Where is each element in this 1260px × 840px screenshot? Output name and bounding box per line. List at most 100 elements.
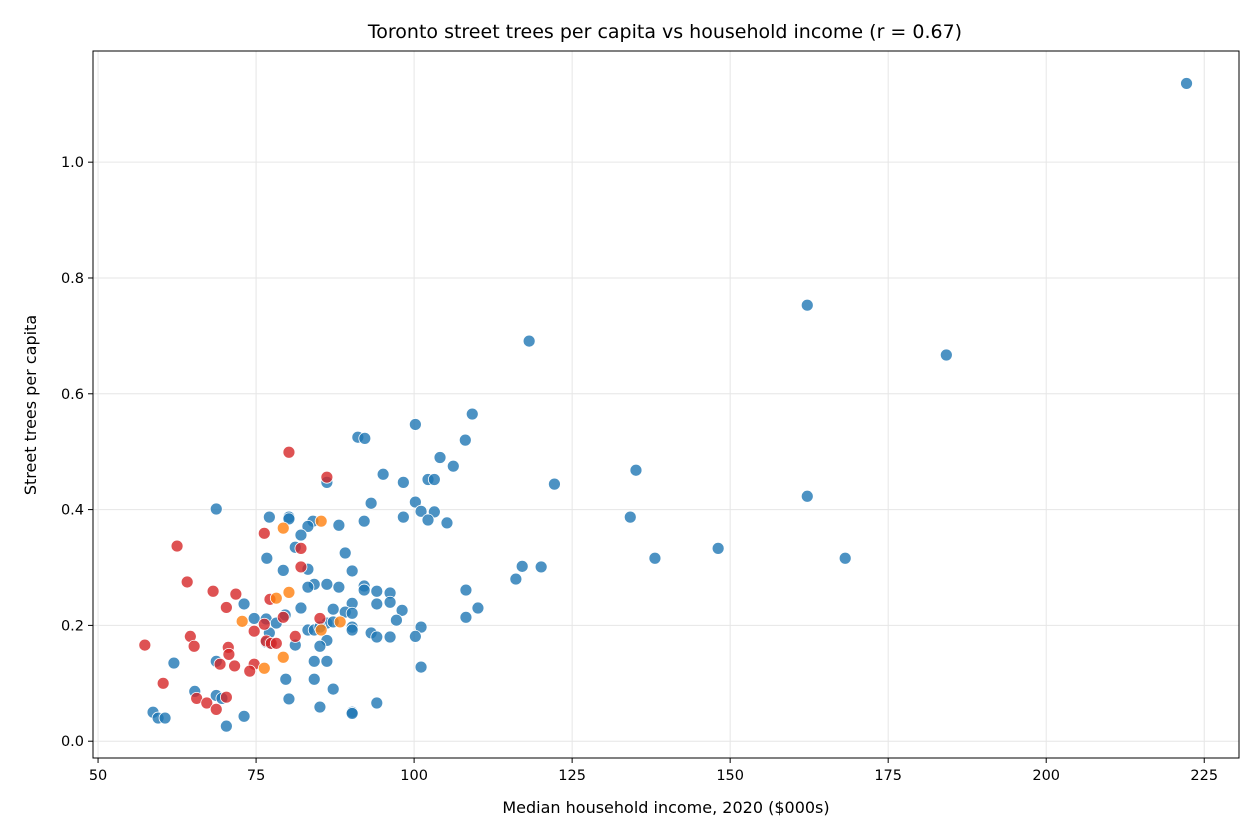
data-point	[237, 709, 251, 723]
data-point	[414, 620, 428, 634]
data-point	[219, 690, 233, 704]
data-point	[939, 348, 953, 362]
x-tick-label: 125	[558, 768, 586, 784]
x-axis-label: Median household income, 2020 ($000s)	[502, 798, 829, 817]
x-axis: 50 75 100 125 150 175 200 225	[89, 758, 1218, 784]
data-point	[219, 601, 233, 614]
data-point	[383, 630, 397, 644]
y-axis: 0.0 0.2 0.4 0.6 0.8 1.0	[61, 155, 93, 750]
data-point	[648, 551, 662, 565]
data-point	[433, 451, 447, 464]
x-tick-label: 75	[247, 768, 265, 784]
y-tick-label: 0.6	[61, 387, 84, 403]
data-point	[370, 696, 384, 710]
data-point	[408, 418, 422, 431]
data-point	[396, 475, 410, 489]
data-point	[294, 541, 308, 555]
data-point	[294, 601, 308, 615]
x-tick-label: 100	[400, 768, 428, 784]
data-point	[138, 638, 152, 652]
data-point	[320, 654, 334, 668]
data-point	[269, 636, 283, 650]
data-point	[228, 659, 241, 673]
y-tick-label: 0.8	[61, 271, 84, 287]
data-point	[314, 623, 328, 637]
data-point	[711, 541, 725, 555]
data-point	[800, 489, 814, 503]
data-point	[237, 597, 251, 611]
data-point	[313, 700, 327, 714]
data-point	[427, 473, 441, 486]
data-point	[301, 519, 315, 533]
data-point	[509, 572, 523, 586]
data-point	[1180, 77, 1193, 90]
data-point	[235, 614, 249, 628]
y-tick-label: 0.0	[61, 734, 84, 750]
data-point	[187, 639, 201, 653]
data-point	[262, 510, 276, 524]
plot-frame	[92, 50, 1240, 759]
data-point	[294, 528, 308, 542]
data-point	[294, 560, 308, 574]
data-point	[515, 559, 529, 573]
data-point	[459, 583, 473, 597]
data-point	[167, 656, 181, 670]
data-point	[320, 470, 334, 484]
data-point	[548, 477, 561, 491]
data-point	[370, 584, 384, 598]
data-point	[282, 692, 296, 706]
data-point	[276, 650, 290, 664]
data-point	[282, 512, 296, 526]
y-axis-label: Street trees per capita	[21, 315, 40, 495]
data-point	[307, 654, 321, 668]
x-tick-label: 225	[1190, 768, 1218, 784]
data-point	[623, 510, 637, 524]
data-point	[257, 617, 271, 631]
data-point	[364, 496, 378, 510]
x-tick-label: 150	[716, 768, 744, 784]
data-point	[313, 612, 327, 625]
data-point	[243, 664, 257, 678]
data-point	[269, 591, 283, 605]
data-point	[370, 597, 384, 611]
data-point	[414, 504, 428, 518]
data-point	[396, 510, 410, 524]
data-point	[288, 630, 302, 643]
data-point	[345, 564, 359, 578]
data-point	[390, 613, 403, 627]
data-point	[345, 606, 359, 620]
data-points	[138, 77, 1193, 733]
data-point	[209, 702, 223, 716]
data-point	[158, 711, 172, 725]
x-tick-label: 50	[89, 768, 107, 784]
data-point	[370, 630, 384, 644]
data-point	[156, 676, 170, 690]
data-point	[320, 577, 334, 591]
data-point	[421, 513, 435, 527]
data-point	[332, 518, 346, 532]
data-point	[800, 298, 814, 312]
data-point	[276, 521, 290, 535]
x-tick-label: 175	[874, 768, 902, 784]
gridlines	[93, 51, 1239, 758]
data-point	[358, 431, 372, 445]
data-point	[838, 551, 852, 565]
data-point	[209, 502, 223, 516]
data-point	[301, 580, 315, 594]
data-point	[395, 603, 409, 617]
data-point	[282, 445, 296, 459]
data-point	[458, 433, 472, 447]
data-point	[383, 595, 397, 609]
data-point	[200, 696, 214, 710]
data-point	[260, 551, 274, 565]
data-point	[219, 719, 233, 733]
data-point	[345, 707, 359, 720]
data-point	[534, 560, 548, 574]
data-point	[357, 583, 371, 597]
data-point	[414, 660, 428, 674]
data-point	[279, 672, 293, 686]
data-point	[307, 672, 321, 686]
data-point	[408, 630, 422, 643]
data-point	[408, 495, 422, 509]
